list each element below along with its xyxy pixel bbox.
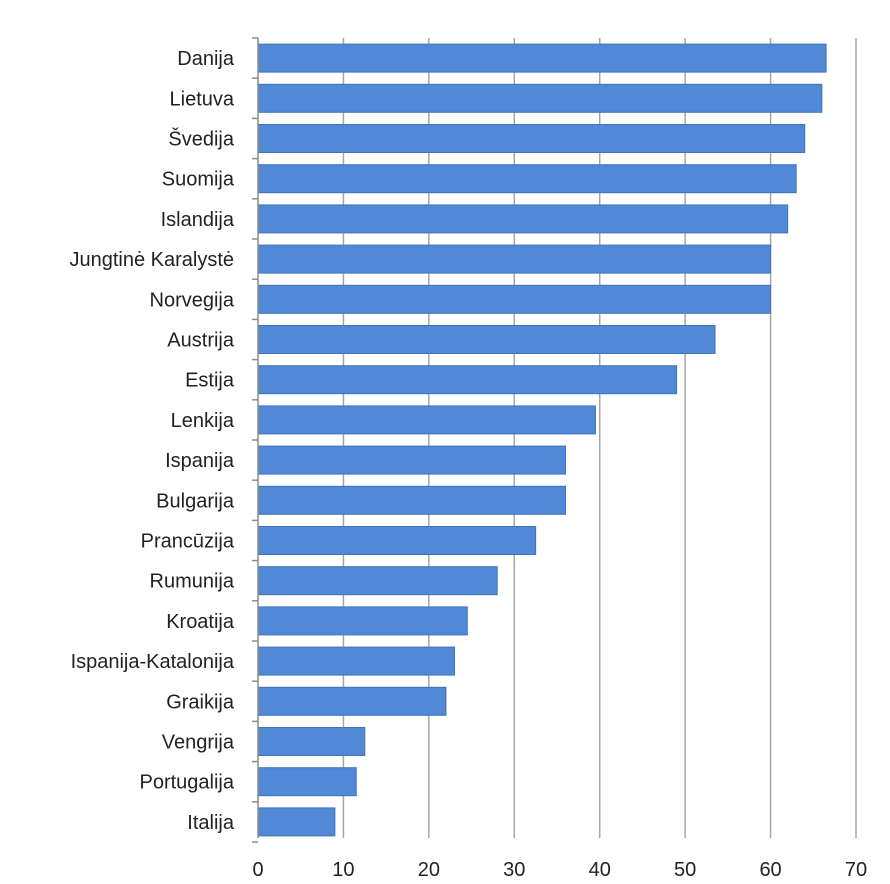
category-label: Kroatija <box>166 611 235 633</box>
x-tick-label: 50 <box>674 859 696 881</box>
bar-10 <box>257 445 567 475</box>
category-label: Lenkija <box>171 410 235 432</box>
category-label: Rumunija <box>150 571 235 593</box>
category-label: Portugalija <box>139 772 234 794</box>
x-tick-label: 40 <box>589 859 611 881</box>
category-label: Švedija <box>168 128 234 151</box>
category-label: Norvegija <box>150 289 235 311</box>
category-label: Jungtinė Karalystė <box>69 249 234 271</box>
bar-11 <box>257 485 567 515</box>
category-label: Islandija <box>161 209 235 231</box>
category-labels: Danija Lietuva Švedija Suomija Islandija Jung… <box>69 48 234 834</box>
bar-13 <box>257 566 498 596</box>
category-label: Italija <box>187 812 235 834</box>
tick-labels: 0 10 20 30 40 50 60 70 <box>252 859 867 881</box>
bar-8 <box>257 365 678 395</box>
x-tick-label: 70 <box>845 859 867 881</box>
x-tick-label: 30 <box>503 859 525 881</box>
category-label: Ispanija <box>165 450 235 472</box>
category-label: Bulgarija <box>156 490 235 512</box>
category-label: Ispanija-Katalonija <box>71 651 235 673</box>
bar-17 <box>257 727 366 756</box>
bar-2 <box>257 124 806 153</box>
x-tick-label: 0 <box>252 859 263 881</box>
category-label: Danija <box>177 48 235 70</box>
category-label: Vengrija <box>162 732 235 754</box>
axis-layer <box>252 37 259 843</box>
bar-19 <box>257 807 336 837</box>
grid-layer <box>342 38 857 838</box>
bar-12 <box>257 526 537 555</box>
bar-16 <box>257 686 447 716</box>
x-tick-label: 60 <box>759 859 781 881</box>
bar-6 <box>257 284 772 314</box>
category-label: Graikija <box>166 691 235 713</box>
bar-14 <box>257 606 468 636</box>
x-tick-label: 20 <box>418 859 440 881</box>
bar-9 <box>257 405 596 435</box>
category-label: Prancūzija <box>141 531 235 553</box>
bar-15 <box>257 646 455 676</box>
bar-18 <box>257 767 357 797</box>
bar-1 <box>257 83 823 113</box>
bar-7 <box>257 325 716 354</box>
x-tick-label: 10 <box>332 859 354 881</box>
category-label: Suomija <box>162 169 235 191</box>
bar-3 <box>257 164 797 194</box>
category-label: Austrija <box>167 330 235 352</box>
bar-layer <box>257 43 827 837</box>
category-label: Estija <box>185 370 235 392</box>
category-label: Lietuva <box>170 88 235 110</box>
bar-4 <box>257 204 789 234</box>
bar-5 <box>257 244 772 274</box>
bar-0 <box>257 43 827 73</box>
